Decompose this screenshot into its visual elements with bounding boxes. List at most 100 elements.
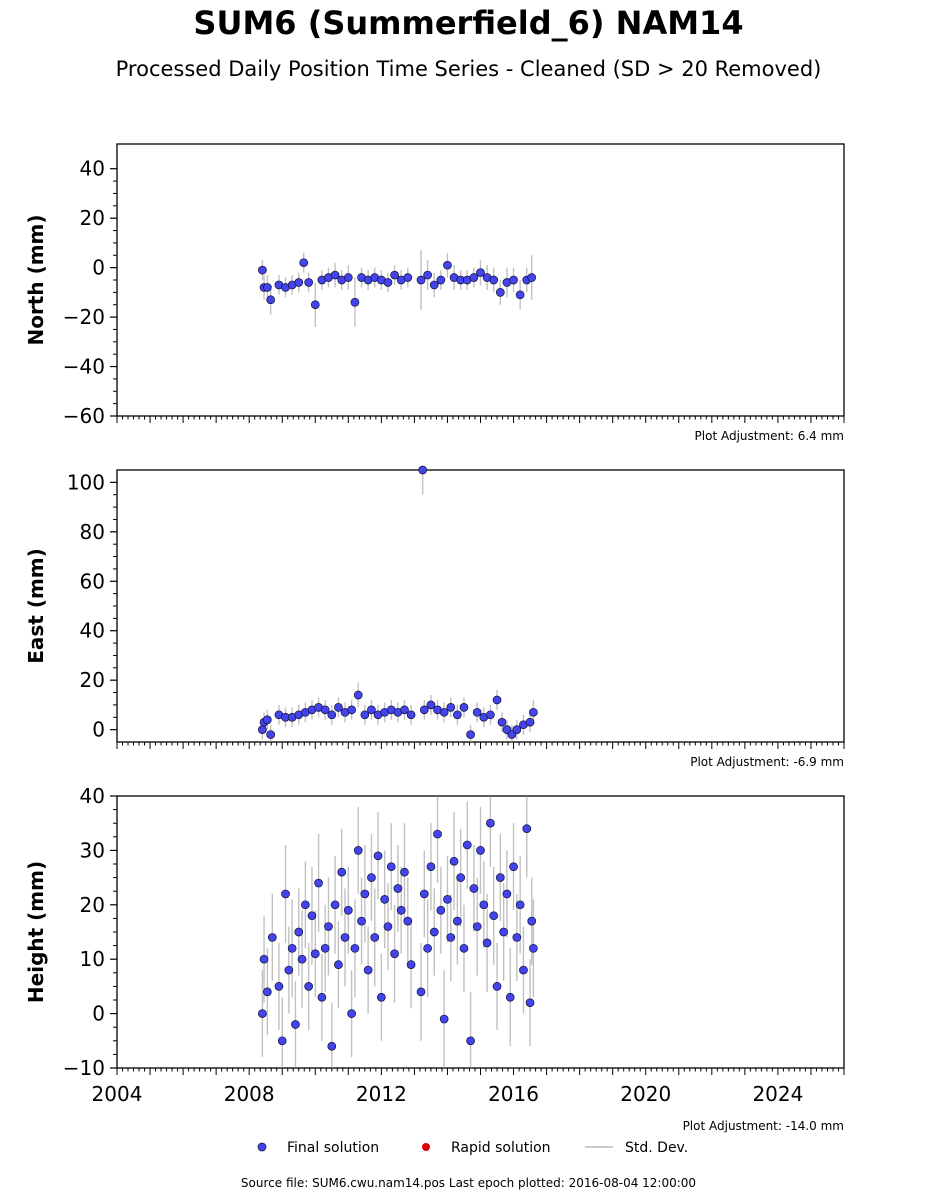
data-point — [400, 705, 409, 715]
panel-1: −60 −40 −20 0 20 40 North (mm) Plot Adjustment:… — [24, 143, 845, 443]
y-tick-label: 20 — [80, 893, 105, 917]
data-point — [304, 982, 314, 991]
data-point — [258, 265, 267, 275]
legend: Final solution Rapid solution Std. Dev. — [257, 1140, 688, 1156]
data-point — [383, 922, 393, 931]
y-tick-label: −20 — [63, 305, 105, 329]
data-point — [274, 982, 284, 991]
data-point — [505, 992, 515, 1002]
data-point — [436, 905, 446, 915]
y-tick-label: 40 — [80, 157, 105, 181]
data-point — [512, 933, 522, 942]
data-point — [472, 707, 482, 717]
data-point — [383, 278, 393, 287]
data-point — [353, 846, 363, 855]
data-point — [294, 278, 304, 287]
data-point — [393, 884, 403, 893]
data-point — [509, 862, 518, 872]
data-point — [284, 965, 294, 975]
data-point — [423, 943, 432, 953]
data-point — [416, 987, 426, 997]
data-point — [459, 943, 469, 953]
data-point — [497, 717, 507, 727]
data-point — [263, 987, 272, 997]
plot-frame — [116, 469, 845, 743]
data-point — [479, 900, 489, 910]
y-tick-label: 60 — [80, 569, 105, 593]
data-point — [347, 705, 356, 715]
plot-adjustment-label: Plot Adjustment: -14.0 mm — [683, 1119, 844, 1133]
data-point — [377, 992, 386, 1002]
data-point — [263, 715, 272, 725]
data-point — [486, 818, 495, 828]
data-point — [294, 927, 304, 937]
data-point — [396, 905, 406, 915]
y-tick-label: 20 — [80, 206, 105, 230]
data-point — [419, 889, 429, 899]
y-tick-label: 20 — [80, 668, 105, 692]
data-point — [443, 260, 452, 270]
legend-marker-rapid — [422, 1143, 430, 1151]
data-point — [403, 916, 413, 926]
data-point — [291, 1020, 300, 1029]
data-point — [310, 300, 320, 310]
data-point — [426, 862, 436, 872]
data-point — [476, 846, 485, 855]
data-point — [499, 927, 508, 937]
data-point — [406, 710, 416, 720]
data-point — [334, 960, 343, 969]
series-final-solution — [258, 465, 538, 742]
data-point — [330, 900, 340, 910]
y-tick-label: 10 — [80, 947, 105, 971]
data-point — [449, 856, 459, 866]
x-tick-label: 2020 — [620, 1082, 671, 1106]
y-tick-label: −40 — [63, 355, 105, 379]
legend-marker-final — [257, 1142, 267, 1152]
data-point — [418, 465, 428, 475]
y-tick-label: 0 — [92, 718, 105, 742]
data-point — [373, 851, 383, 861]
data-point — [343, 273, 353, 282]
data-point — [429, 280, 439, 290]
panel-3: −10 0 10 20 30 40 2004 2008 2012 2016 2020 2024 Heig… — [24, 784, 845, 1133]
data-point — [439, 1014, 449, 1024]
x-tick-label: 2004 — [92, 1082, 143, 1106]
data-point — [492, 982, 502, 991]
data-point — [320, 705, 330, 715]
data-point — [527, 273, 537, 282]
plot-adjustment-label: Plot Adjustment: -6.9 mm — [690, 755, 844, 769]
data-point — [416, 275, 426, 285]
data-point — [423, 270, 432, 280]
data-point — [456, 873, 466, 882]
data-point — [370, 933, 380, 942]
y-axis-label: North (mm) — [24, 214, 48, 345]
data-point — [512, 725, 522, 734]
data-point — [327, 710, 337, 720]
data-point — [426, 700, 436, 710]
data-point — [482, 938, 492, 948]
plot-adjustment-label: Plot Adjustment: 6.4 mm — [695, 429, 844, 443]
data-point — [363, 965, 373, 975]
data-point — [266, 730, 276, 739]
data-point — [350, 297, 360, 307]
y-tick-label: 100 — [67, 470, 105, 494]
data-point — [353, 690, 363, 700]
data-point — [347, 1009, 356, 1018]
data-point — [529, 707, 538, 717]
data-point — [287, 943, 297, 953]
y-tick-label: 0 — [92, 1002, 105, 1026]
data-point — [492, 695, 502, 705]
data-point — [297, 954, 307, 964]
data-point — [453, 710, 462, 720]
data-point — [519, 965, 528, 975]
data-point — [299, 258, 309, 268]
data-point — [502, 889, 512, 899]
data-point — [495, 873, 505, 882]
data-point — [459, 703, 469, 712]
data-point — [367, 705, 376, 715]
chart-subtitle: Processed Daily Position Time Series - C… — [115, 57, 822, 81]
data-point — [386, 862, 396, 872]
data-point — [360, 889, 370, 899]
legend-label: Rapid solution — [451, 1140, 551, 1156]
